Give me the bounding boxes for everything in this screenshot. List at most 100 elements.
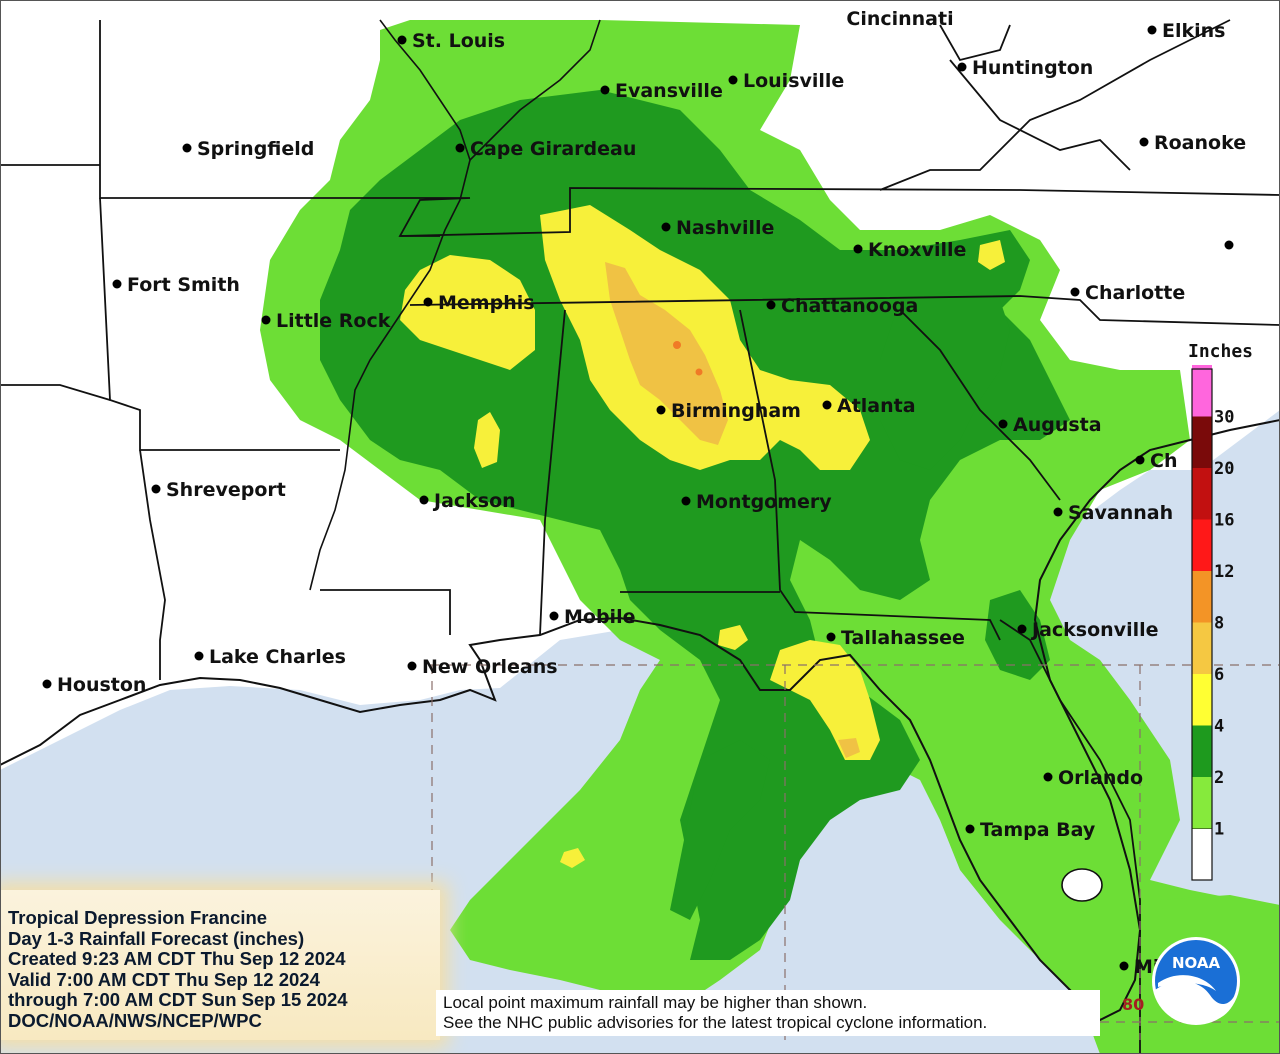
note-line-1: Local point maximum rainfall may be high… xyxy=(443,993,868,1012)
rain-8in-spot xyxy=(673,341,681,349)
city-marker xyxy=(397,35,407,45)
city-marker xyxy=(681,496,691,506)
city-label: Montgomery xyxy=(696,491,832,513)
city-marker xyxy=(112,279,122,289)
city-marker xyxy=(194,651,204,661)
legend-swatch xyxy=(1191,828,1213,881)
city-marker xyxy=(728,75,738,85)
city-marker xyxy=(182,143,192,153)
city-label: Knoxville xyxy=(868,239,966,261)
city-label: Nashville xyxy=(676,217,774,239)
city-label: St. Louis xyxy=(412,30,505,52)
city-marker xyxy=(419,495,429,505)
city-marker xyxy=(455,143,465,153)
city-label: Louisville xyxy=(743,70,844,92)
legend-tick-label: 2 xyxy=(1214,768,1224,788)
grid-label: 80 xyxy=(1122,995,1144,1014)
city-marker xyxy=(826,632,836,642)
legend-outline xyxy=(1191,368,1213,881)
legend-swatch xyxy=(1192,622,1212,674)
city-label: Springfield xyxy=(197,138,314,160)
rain-4in-region-fl-panhandle xyxy=(770,640,880,760)
legend-title: Inches xyxy=(1188,341,1253,362)
city-marker xyxy=(1135,455,1145,465)
rivers xyxy=(309,19,601,591)
note-text: Local point maximum rainfall may be high… xyxy=(443,993,987,1033)
city-marker xyxy=(1017,624,1027,634)
city-label: Mobile xyxy=(564,606,635,628)
city-marker xyxy=(423,297,433,307)
legend-tick-label: 16 xyxy=(1214,511,1234,531)
city-marker xyxy=(661,222,671,232)
legend-tick-label: 8 xyxy=(1214,614,1224,634)
city-marker xyxy=(998,419,1008,429)
rain-6in-region xyxy=(605,262,728,445)
city-label: Cincinnati xyxy=(846,8,953,30)
city-label: Huntington xyxy=(972,57,1093,79)
legend-swatch xyxy=(1192,519,1212,571)
city-marker xyxy=(1119,961,1129,971)
info-text: Tropical Depression Francine Day 1-3 Rai… xyxy=(8,907,348,1031)
city-marker xyxy=(1139,137,1149,147)
info-line-through: through 7:00 AM CDT Sun Sep 15 2024 xyxy=(8,989,348,1010)
city-label: Fort Smith xyxy=(127,274,240,296)
city-label: Tampa Bay xyxy=(980,819,1096,841)
legend-tick-label: 20 xyxy=(1214,459,1234,479)
info-line-title: Tropical Depression Francine xyxy=(8,907,268,928)
city-label: Tallahassee xyxy=(841,627,965,649)
info-line-created: Created 9:23 AM CDT Thu Sep 12 2024 xyxy=(8,948,346,969)
city-marker xyxy=(600,85,610,95)
rain-2in-band-fl xyxy=(985,590,1050,680)
coastlines xyxy=(0,419,1280,1022)
noaa-logo-text: NOAA xyxy=(1172,954,1221,972)
legend-tick-label: 30 xyxy=(1214,408,1234,428)
city-label: Cape Girardeau xyxy=(470,138,636,160)
rain-4in-blob-ga xyxy=(978,240,1005,270)
city-marker xyxy=(42,679,52,689)
city-label: Elkins xyxy=(1162,20,1225,42)
legend-swatch xyxy=(1192,777,1212,829)
city-marker xyxy=(1053,507,1063,517)
city-marker xyxy=(1147,25,1157,35)
city-label: Ch xyxy=(1150,450,1177,472)
info-line-valid: Valid 7:00 AM CDT Thu Sep 12 2024 xyxy=(8,968,320,990)
city-marker xyxy=(1224,240,1234,250)
city-marker xyxy=(853,244,863,254)
city-label: Jacksonville xyxy=(1030,619,1159,641)
city-layer: St. Louis Cincinnati Elkins Huntington Evans… xyxy=(42,8,1246,978)
lake-okeechobee xyxy=(1061,868,1103,902)
legend-swatch xyxy=(1192,571,1212,623)
legend-swatch xyxy=(1192,725,1212,777)
atlantic-ocean xyxy=(1030,410,1280,1054)
city-label: Savannah xyxy=(1068,502,1173,524)
note-line-2: See the NHC public advisories for the la… xyxy=(443,1013,988,1032)
city-label: Shreveport xyxy=(166,479,286,501)
city-marker xyxy=(549,611,559,621)
legend-tick-label: 4 xyxy=(1214,717,1224,737)
city-label: Houston xyxy=(57,674,146,696)
city-label: Little Rock xyxy=(276,310,391,332)
city-marker xyxy=(1070,287,1080,297)
note-panel xyxy=(436,990,1100,1036)
rain-4in-region-memphis xyxy=(400,255,535,370)
info-line-forecast: Day 1-3 Rainfall Forecast (inches) xyxy=(8,927,305,949)
legend-tick-label: 6 xyxy=(1214,665,1224,685)
city-marker xyxy=(407,661,417,671)
city-marker xyxy=(1043,772,1053,782)
noaa-logo-icon: NOAA xyxy=(1152,937,1240,1025)
city-label: Orlando xyxy=(1058,767,1143,789)
legend-tick-label: 1 xyxy=(1214,820,1224,840)
city-marker xyxy=(822,400,832,410)
rain-2in-band-gulf xyxy=(670,740,770,920)
city-marker xyxy=(151,484,161,494)
info-panel xyxy=(0,890,440,1040)
rain-6in-blob-fl xyxy=(838,738,860,758)
city-marker xyxy=(957,62,967,72)
city-label: Roanoke xyxy=(1154,132,1246,154)
city-marker xyxy=(656,405,666,415)
city-label: Jackson xyxy=(432,490,516,512)
legend-tick-label: 12 xyxy=(1214,562,1234,582)
